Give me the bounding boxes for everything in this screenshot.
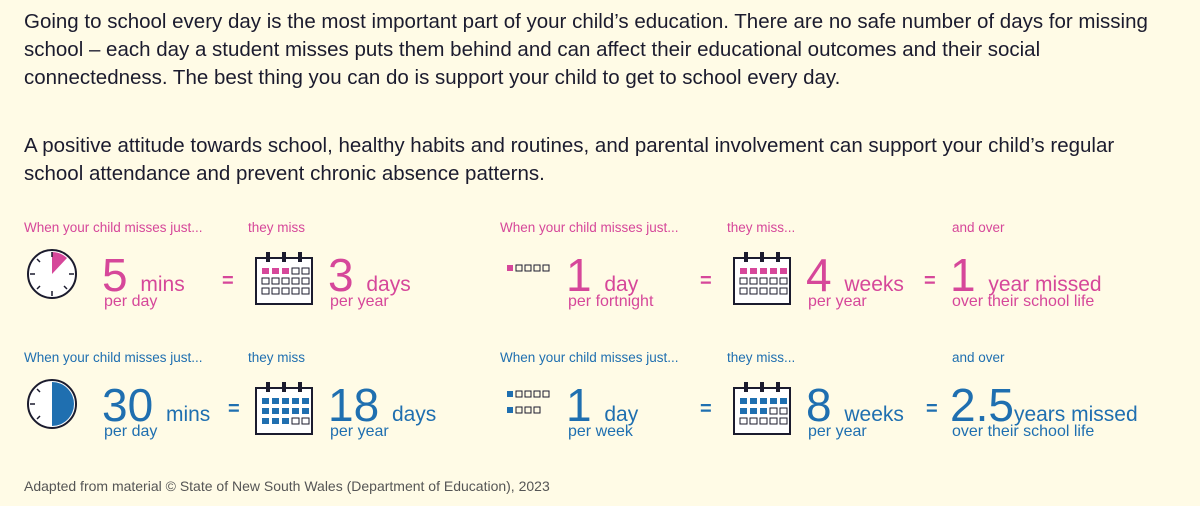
row1-left-result-sub: per year: [330, 293, 389, 310]
row1-label-they-miss: they miss: [248, 220, 306, 235]
row1-right-sub: per fortnight: [568, 293, 654, 310]
equals-sign: =: [926, 398, 938, 420]
equals-sign: =: [700, 398, 712, 420]
calendar-icon: [733, 382, 791, 435]
equals-sign: =: [700, 270, 712, 292]
row1-label-misses: When your child misses just...: [24, 220, 203, 235]
row2-left-result: 18 days: [328, 379, 437, 431]
row1-left-result: 3 days: [328, 249, 411, 301]
row1-left-value: 5 mins: [102, 249, 185, 301]
row2-right-result-sub: per year: [808, 423, 867, 440]
footer-attribution: Adapted from material © State of New Sou…: [24, 478, 550, 494]
calendar-icon: [255, 252, 313, 305]
row2-label-they-miss-2: they miss...: [727, 350, 796, 365]
row2-label-they-miss: they miss: [248, 350, 306, 365]
row2-label-misses: When your child misses just...: [24, 350, 203, 365]
equals-sign: =: [228, 398, 240, 420]
row1-label-over: and over: [952, 220, 1005, 235]
row2-left-sub: per day: [104, 423, 158, 440]
row1-left-sub: per day: [104, 293, 158, 310]
row2-right-value: 1 day: [566, 379, 639, 431]
row2-left-result-sub: per year: [330, 423, 389, 440]
row1-total: 1 year missed: [950, 249, 1102, 301]
row2-label-misses-2: When your child misses just...: [500, 350, 679, 365]
row2-right-result: 8 weeks: [806, 379, 904, 431]
two-week-calendar-icon: [507, 390, 550, 414]
calendar-icon: [255, 382, 313, 435]
row1-right-result-sub: per year: [808, 293, 867, 310]
clock-5min-icon: [27, 249, 77, 299]
equals-sign: =: [222, 270, 234, 292]
row1-label-they-miss-2: they miss...: [727, 220, 796, 235]
row1-right-result: 4 weeks: [806, 249, 904, 301]
week-calendar-icon: [507, 264, 550, 272]
row2-total: 2.5years missed: [950, 379, 1138, 431]
clock-30min-icon: [27, 379, 77, 429]
row1-right-value: 1 day: [566, 249, 639, 301]
equals-sign: =: [924, 270, 936, 292]
intro-paragraph-1: Going to school every day is the most im…: [24, 10, 1148, 89]
row2-total-sub: over their school life: [952, 423, 1095, 440]
row1-total-sub: over their school life: [952, 293, 1095, 310]
calendar-icon: [733, 252, 791, 305]
row1-label-misses-2: When your child misses just...: [500, 220, 679, 235]
row2-right-sub: per week: [568, 423, 633, 440]
row2-left-value: 30 mins: [102, 379, 211, 431]
intro-paragraph-2: A positive attitude towards school, heal…: [24, 134, 1115, 185]
row2-label-over: and over: [952, 350, 1005, 365]
